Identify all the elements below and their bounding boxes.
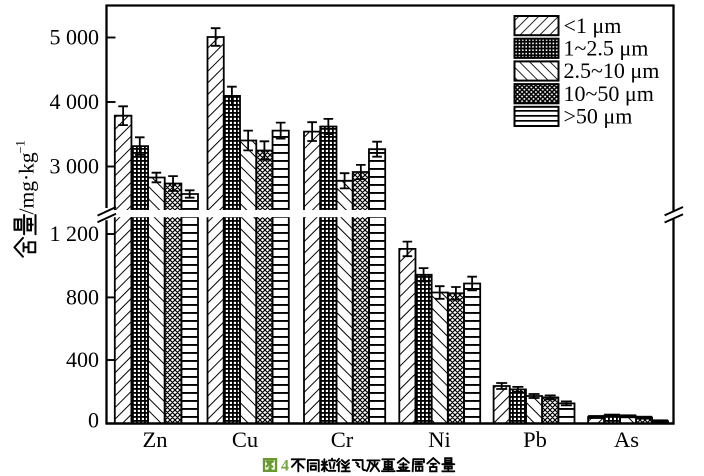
svg-text:4 000: 4 000 (50, 89, 100, 114)
svg-text:Pb: Pb (523, 427, 547, 452)
svg-text:Ni: Ni (428, 427, 451, 452)
svg-text:/mg·kg: /mg·kg (15, 152, 39, 214)
svg-text:800: 800 (66, 285, 99, 310)
svg-text:Cr: Cr (331, 427, 354, 452)
svg-text:1~2.5 μm: 1~2.5 μm (564, 36, 649, 61)
svg-text:>50 μm: >50 μm (564, 104, 633, 129)
svg-text:<1 μm: <1 μm (564, 13, 622, 38)
svg-text:4: 4 (281, 458, 289, 475)
svg-text:3 000: 3 000 (50, 154, 100, 179)
svg-text:1 200: 1 200 (50, 221, 100, 246)
svg-text:Zn: Zn (143, 427, 168, 452)
svg-text:0: 0 (88, 408, 99, 433)
svg-text:10~50 μm: 10~50 μm (564, 81, 654, 106)
svg-text:Cu: Cu (232, 427, 258, 452)
svg-text:As: As (614, 427, 639, 452)
svg-text:2.5~10 μm: 2.5~10 μm (564, 58, 660, 83)
svg-text:−1: −1 (14, 140, 28, 153)
svg-text:5 000: 5 000 (50, 25, 100, 50)
svg-text:400: 400 (66, 347, 99, 372)
